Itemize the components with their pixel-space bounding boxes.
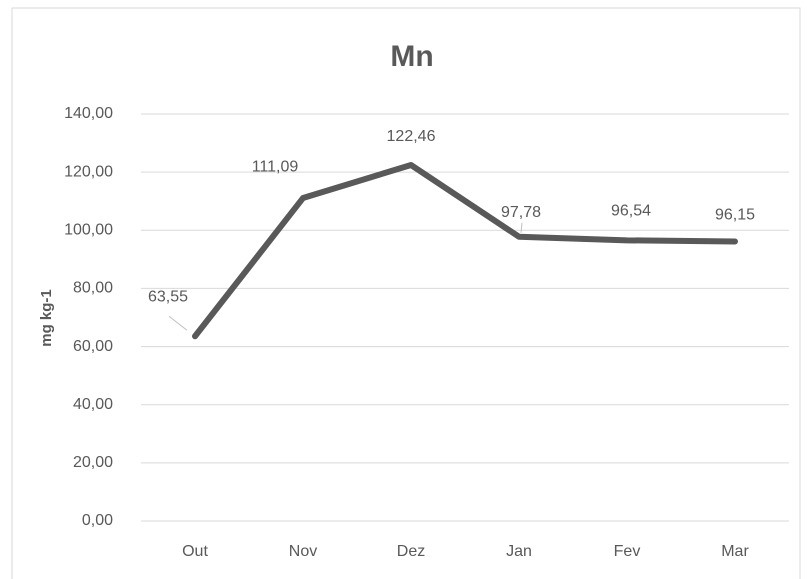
- data-label: 63,55: [148, 288, 188, 305]
- y-tick-label: 40,00: [73, 396, 113, 413]
- y-axis-label: mg kg-1: [38, 289, 55, 347]
- y-tick-label: 0,00: [82, 512, 113, 529]
- x-tick-label: Mar: [721, 543, 749, 560]
- y-tick-label: 80,00: [73, 280, 113, 297]
- x-tick-label: Fev: [614, 543, 641, 560]
- y-tick-label: 20,00: [73, 454, 113, 471]
- y-tick-label: 120,00: [64, 163, 113, 180]
- data-label: 96,54: [611, 203, 651, 220]
- y-tick-label: 60,00: [73, 338, 113, 355]
- chart-title: Mn: [390, 40, 433, 73]
- x-tick-label: Nov: [289, 543, 317, 560]
- data-label: 111,09: [252, 158, 299, 175]
- leader-line: [520, 222, 523, 233]
- data-label: 96,15: [715, 207, 755, 224]
- leader-line: [168, 315, 188, 331]
- x-tick-label: Jan: [506, 543, 532, 560]
- y-tick-label: 140,00: [64, 105, 113, 122]
- data-line: [192, 161, 738, 340]
- y-tick-label: 100,00: [64, 222, 113, 239]
- x-tick-label: Dez: [397, 543, 425, 560]
- data-label: 122,46: [387, 128, 436, 145]
- data-label: 97,78: [501, 204, 541, 221]
- x-tick-label: Out: [182, 543, 208, 560]
- chart-border: [11, 7, 801, 579]
